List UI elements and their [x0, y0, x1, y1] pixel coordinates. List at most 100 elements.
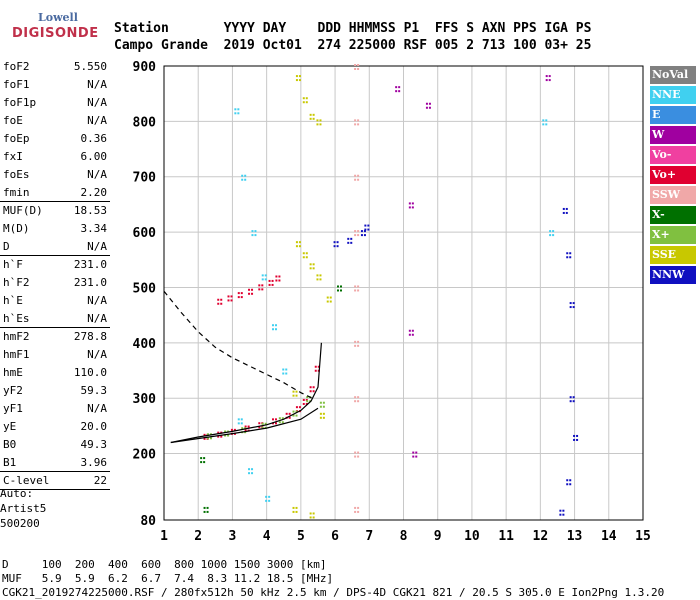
data-point — [562, 509, 565, 512]
param-row: hmF1 N/A — [3, 348, 107, 362]
data-point — [412, 455, 415, 458]
data-point — [354, 455, 357, 458]
data-point — [354, 510, 357, 513]
data-point — [295, 394, 298, 397]
data-point — [572, 306, 575, 309]
trace-line — [163, 290, 315, 400]
data-point — [408, 206, 411, 209]
param-value: N/A — [87, 348, 107, 361]
data-point — [227, 295, 230, 298]
data-point — [261, 422, 264, 425]
data-point — [288, 412, 291, 415]
data-point — [271, 324, 274, 327]
data-point — [329, 296, 332, 299]
data-point — [542, 119, 545, 122]
data-point — [412, 451, 415, 454]
data-point — [305, 101, 308, 104]
footer-distance: D 100 200 400 600 800 1000 1500 3000 [km… — [2, 558, 327, 571]
legend-item: SSW — [650, 186, 696, 204]
data-point — [264, 274, 267, 277]
param-key: h`F — [3, 258, 23, 271]
data-point — [363, 234, 366, 237]
param-key: hmF1 — [3, 348, 30, 361]
x-tick-label: 9 — [434, 529, 442, 544]
data-point — [336, 241, 339, 244]
legend-item: X- — [650, 206, 696, 224]
data-point — [395, 90, 398, 93]
param-row: h`Es N/A — [3, 312, 107, 326]
data-point — [357, 64, 360, 66]
param-value: 231.0 — [73, 258, 107, 271]
trace-line — [170, 342, 322, 444]
data-point — [347, 241, 350, 244]
data-point — [302, 402, 305, 405]
data-point — [312, 512, 315, 515]
data-point — [339, 285, 342, 288]
y-tick-label: 400 — [133, 337, 157, 352]
data-point — [224, 430, 227, 433]
data-point — [230, 299, 233, 302]
param-key: fxI — [3, 150, 23, 163]
data-point — [244, 174, 247, 177]
header-row1: Station YYYY DAY DDD HHMMSS P1 FFS S AXN… — [114, 21, 592, 36]
y-tick-label: 600 — [133, 226, 157, 241]
data-point — [415, 455, 418, 458]
data-point — [271, 418, 274, 421]
data-point — [305, 97, 308, 100]
data-point — [305, 252, 308, 255]
data-point — [319, 123, 322, 126]
data-point — [545, 75, 548, 78]
legend-item: Vo+ — [650, 166, 696, 184]
x-tick-label: 1 — [160, 529, 168, 544]
data-point — [275, 275, 278, 278]
data-point — [576, 438, 579, 441]
param-value: 3.34 — [80, 222, 108, 235]
data-point — [240, 296, 243, 299]
data-point — [428, 102, 431, 105]
param-value: N/A — [87, 240, 107, 253]
param-value: N/A — [87, 312, 107, 325]
x-tick-label: 5 — [297, 529, 305, 544]
data-point — [292, 410, 295, 413]
param-key: yF2 — [3, 384, 23, 397]
data-point — [354, 400, 357, 403]
y-tick-label: 500 — [133, 281, 157, 296]
data-point — [261, 274, 264, 277]
data-point — [275, 279, 278, 282]
data-point — [357, 68, 360, 70]
data-point — [295, 245, 298, 248]
x-tick-label: 12 — [533, 529, 549, 544]
data-point — [244, 178, 247, 181]
data-point — [203, 506, 206, 509]
data-point — [572, 396, 575, 399]
data-point — [545, 79, 548, 82]
data-point — [317, 365, 320, 368]
param-key: hmE — [3, 366, 23, 379]
data-point — [206, 506, 209, 509]
legend-item: X+ — [650, 226, 696, 244]
y-tick-label: 900 — [133, 60, 157, 75]
param-separator — [0, 201, 110, 202]
param-value: 6.00 — [80, 150, 108, 163]
data-point — [360, 230, 363, 233]
data-point — [562, 513, 565, 516]
data-point — [411, 333, 414, 336]
param-key: yE — [3, 420, 17, 433]
data-point — [309, 512, 312, 515]
station-header: Station YYYY DAY DDD HHMMSS P1 FFS S AXN… — [114, 20, 591, 54]
data-point — [268, 279, 271, 282]
param-key: foEs — [3, 168, 30, 181]
data-point — [357, 455, 360, 458]
data-point — [354, 340, 357, 343]
y-tick-label: 80 — [140, 514, 156, 529]
data-point — [398, 86, 401, 89]
data-point — [357, 510, 360, 513]
param-key: fmin — [3, 186, 30, 199]
data-point — [227, 299, 230, 302]
data-point — [261, 278, 264, 281]
legend-item: NNW — [650, 266, 696, 284]
data-point — [258, 422, 261, 425]
param-row: yE 20.0 — [3, 420, 107, 434]
data-point — [258, 284, 261, 287]
data-point — [408, 333, 411, 336]
